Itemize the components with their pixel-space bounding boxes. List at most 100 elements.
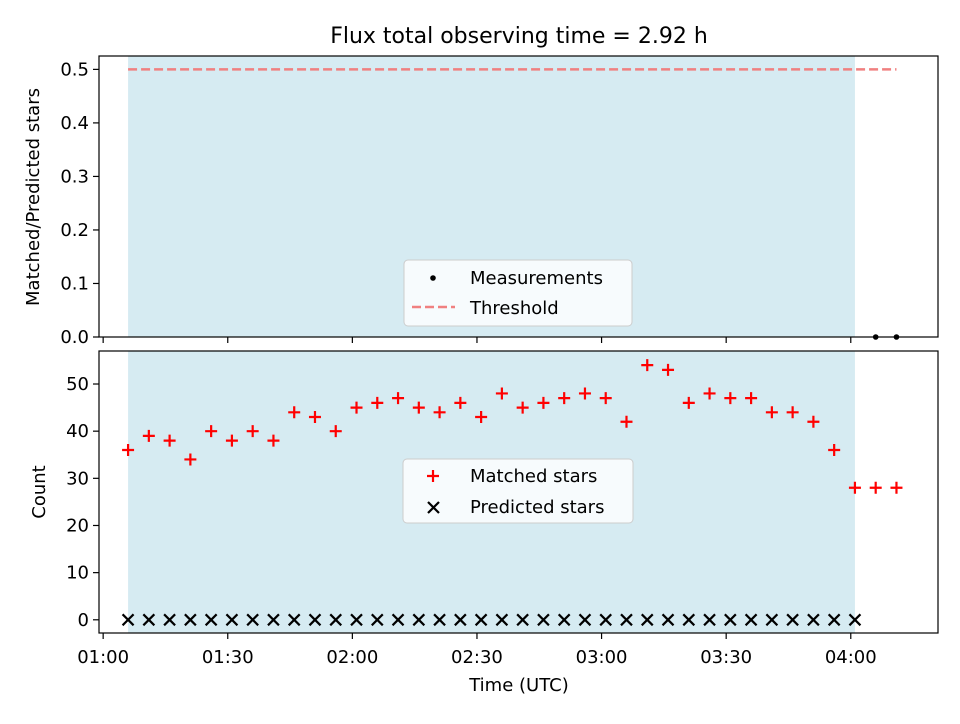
matched-star-point <box>454 396 467 409</box>
matched-star-point <box>205 425 218 438</box>
bottom-y-tick-label: 0 <box>78 610 89 631</box>
legend-matched-marker <box>427 470 439 482</box>
predicted-star-point <box>163 613 176 627</box>
predicted-star-point <box>412 613 426 627</box>
matched-star-point <box>412 401 425 414</box>
matched-star-point <box>765 406 778 419</box>
predicted-star-point <box>537 613 550 627</box>
predicted-star-point <box>516 613 529 627</box>
matched-star-point <box>495 387 508 400</box>
top-panel: 0.0 0.1 0.2 0.3 0.4 0.5 Matched/Predicted sta… <box>23 55 939 348</box>
predicted-star-point <box>640 613 654 627</box>
predicted-star-point <box>329 613 343 627</box>
legend-threshold-label: Threshold <box>469 298 559 319</box>
matched-star-point <box>869 481 882 494</box>
top-y-tick-label: 0.5 <box>60 59 89 80</box>
bottom-y-tick-label: 20 <box>66 515 89 536</box>
matched-star-point <box>184 453 197 466</box>
x-tick-label: 04:00 <box>825 647 877 668</box>
predicted-star-point <box>557 613 571 627</box>
predicted-star-point <box>724 613 737 627</box>
predicted-star-point <box>620 613 633 627</box>
chart-title: Flux total observing time = 2.92 h <box>330 24 708 49</box>
matched-star-point <box>516 401 529 414</box>
matched-star-point <box>308 411 321 424</box>
matched-star-point <box>163 434 176 447</box>
matched-star-point <box>703 387 716 400</box>
bottom-axes-frame <box>98 350 939 634</box>
matched-star-point <box>329 425 342 438</box>
bottom-y-tick-label: 30 <box>66 468 89 489</box>
x-tick-label: 01:00 <box>77 647 129 668</box>
predicted-star-point <box>184 613 197 627</box>
matched-star-point <box>433 406 446 419</box>
matched-star-point <box>890 481 903 494</box>
predicted-star-point <box>848 613 862 627</box>
top-y-axis-label: Matched/Predicted stars <box>23 88 44 306</box>
matched-star-point <box>392 392 405 405</box>
predicted-star-point <box>786 613 799 627</box>
bottom-legend: Matched stars Predicted stars <box>402 458 634 524</box>
matched-star-point <box>142 429 155 442</box>
matched-star-point <box>807 415 820 428</box>
x-tick-label: 02:30 <box>451 647 503 668</box>
matched-star-point <box>122 444 135 457</box>
legend-predicted-marker <box>427 501 440 514</box>
x-tick-label: 03:30 <box>700 647 752 668</box>
legend-predicted-label: Predicted stars <box>470 497 604 518</box>
matched-star-point <box>371 396 384 409</box>
predicted-star-point <box>204 613 218 627</box>
legend-matched-label: Matched stars <box>470 466 597 487</box>
matched-star-point <box>475 411 488 424</box>
top-y-tick-label: 0.0 <box>60 327 89 348</box>
matched-star-point <box>267 434 280 447</box>
predicted-star-point <box>371 613 384 627</box>
bottom-y-axis-label: Count <box>29 465 50 518</box>
predicted-star-point <box>474 613 488 627</box>
legend-measurements-marker <box>430 275 436 281</box>
x-axis-label: Time (UTC) <box>468 675 569 696</box>
legend-measurements-label: Measurements <box>470 268 603 289</box>
predicted-star-point <box>121 613 135 627</box>
predicted-star-point <box>454 613 467 627</box>
bottom-panel: 0 10 20 30 40 50 01:00 01:30 02:00 02:30 03:00 03:… <box>29 350 939 696</box>
predicted-star-point <box>308 613 322 627</box>
predicted-star-point <box>267 613 280 627</box>
matched-star-point <box>682 396 695 409</box>
top-y-tick-label: 0.1 <box>60 273 89 294</box>
predicted-star-point <box>578 613 592 627</box>
predicted-star-point <box>807 613 820 627</box>
matched-star-point <box>578 387 591 400</box>
matched-star-point <box>786 406 799 419</box>
x-tick-label: 01:30 <box>202 647 254 668</box>
matched-star-point <box>620 415 633 428</box>
predicted-star-point <box>827 613 841 627</box>
predicted-star-point <box>433 613 446 627</box>
matched-star-point <box>724 392 737 405</box>
matched-star-point <box>225 434 238 447</box>
top-y-tick-label: 0.4 <box>60 113 89 134</box>
matched-star-point <box>558 392 571 405</box>
bottom-y-tick-label: 10 <box>66 563 89 584</box>
predicted-star-point <box>225 613 239 627</box>
top-y-tick-label: 0.2 <box>60 220 89 241</box>
matched-star-point <box>599 392 612 405</box>
matched-star-point <box>350 401 363 414</box>
matched-star-point <box>288 406 301 419</box>
predicted-star-point <box>287 613 301 627</box>
matched-star-point <box>662 363 675 376</box>
top-legend: Measurements Threshold <box>403 259 633 327</box>
predicted-star-point <box>350 613 363 627</box>
matched-star-point <box>537 396 550 409</box>
bottom-y-tick-label: 50 <box>66 374 89 395</box>
predicted-star-point <box>744 613 758 627</box>
predicted-star-point <box>682 613 696 627</box>
matched-star-point <box>848 481 861 494</box>
predicted-star-point <box>765 613 779 627</box>
top-axes-frame <box>98 55 939 338</box>
predicted-star-point <box>661 613 675 627</box>
predicted-star-point <box>599 613 613 627</box>
matched-star-point <box>745 392 758 405</box>
predicted-star-point <box>703 613 716 627</box>
